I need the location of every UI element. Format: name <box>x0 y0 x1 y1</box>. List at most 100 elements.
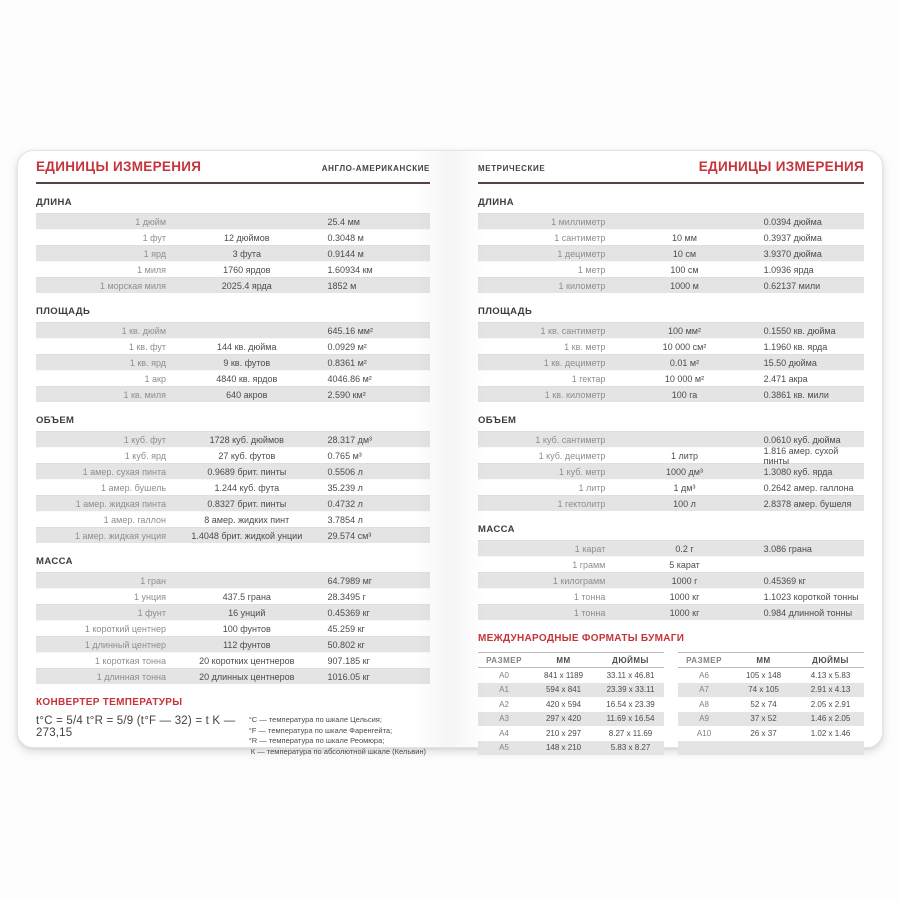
table-cell: 1.1960 кв. ярда <box>763 341 828 352</box>
table-cell: 1 гектолитр <box>557 498 606 509</box>
table-row: 1 килограмм 1000 г 0.45369 кг <box>478 572 864 588</box>
section-length: ДЛИНА 1 миллиметр 0.0394 дюйма 1 сантиметр… <box>478 197 864 293</box>
table-cell: 3.7854 л <box>327 514 363 525</box>
table-cell: A0 <box>499 670 509 680</box>
table-cell: 100 мм² <box>668 325 701 336</box>
page-subtitle: АНГЛО-АМЕРИКАНСКИЕ <box>321 164 430 173</box>
table-row: 1 карат 0.2 г 3.086 грана <box>478 540 864 556</box>
table-row: 1 кв. метр 10 000 см² 1.1960 кв. ярда <box>478 338 864 354</box>
table-row: 1 дюйм 25.4 мм <box>36 213 430 229</box>
table-cell: 144 кв. дюйма <box>217 341 277 352</box>
table-cell: 26 x 37 <box>750 728 777 738</box>
table-row: 1 кв. фут 144 кв. дюйма 0.0929 м² <box>36 338 430 354</box>
table-cell: A4 <box>499 728 509 738</box>
table-cell: 64.7989 мг <box>327 575 373 586</box>
table-cell: 1 миля <box>137 264 167 275</box>
table-cell: 2.05 x 2.91 <box>810 699 851 709</box>
length-table: 1 дюйм 25.4 мм 1 фут 12 дюймов 0.3048 м 1 ярд… <box>36 213 430 293</box>
paper-table-body: A0 841 x 1189 33.11 x 46.81 A1 594 x 841 23.3… <box>478 668 664 755</box>
legend-line: К — температура по абсолютной шкале (Кел… <box>250 746 427 756</box>
table-cell: 1 кв. ярд <box>129 357 167 368</box>
table-cell: 1 кв. дюйм <box>121 325 167 336</box>
table-row: A8 52 x 74 2.05 x 2.91 <box>678 697 864 712</box>
column-header: ММ <box>556 655 571 665</box>
table-cell: 1 длинный центнер <box>84 639 167 650</box>
legend-line: °R — температура по шкале Реомюра; <box>248 736 385 745</box>
table-cell: 2.91 x 4.13 <box>810 685 851 695</box>
left-page: ЕДИНИЦЫ ИЗМЕРЕНИЯ АНГЛО-АМЕРИКАНСКИЕ ДЛИ… <box>18 151 450 756</box>
table-cell: 0.984 длинной тонны <box>763 607 853 618</box>
table-cell: 0.2642 амер. галлона <box>763 482 854 493</box>
table-cell: 0.01 м² <box>669 357 700 368</box>
paper-formats: МЕЖДУНАРОДНЫЕ ФОРМАТЫ БУМАГИ РАЗМЕР ММ Д… <box>478 633 864 755</box>
table-cell: 0.45369 кг <box>327 607 370 618</box>
table-cell: 9 кв. футов <box>223 357 271 368</box>
table-cell: 1 дециметр <box>557 248 606 259</box>
table-row: 1 длинная тонна 20 длинных центнеров 1016.… <box>36 668 430 684</box>
table-cell: 1 кв. дециметр <box>543 357 606 368</box>
table-cell: 437.5 грана <box>222 591 271 602</box>
table-cell: 0.0929 м² <box>327 341 367 352</box>
column-header: РАЗМЕР <box>486 655 522 665</box>
table-cell: 1 тонна <box>573 607 606 618</box>
table-cell: 1 амер. галлон <box>103 514 167 525</box>
table-cell: 1 морская миля <box>99 280 167 291</box>
paper-table-body: A6 105 x 148 4.13 x 5.83 A7 74 x 105 2.91 x 4… <box>678 668 864 755</box>
table-cell: A10 <box>696 728 712 738</box>
table-cell: 1.0936 ярда <box>763 264 814 275</box>
table-cell: 640 акров <box>226 389 268 400</box>
left-page-header: ЕДИНИЦЫ ИЗМЕРЕНИЯ АНГЛО-АМЕРИКАНСКИЕ <box>36 159 430 175</box>
section-title: ПЛОЩАДЬ <box>36 306 91 317</box>
table-cell: 1 тонна <box>573 591 606 602</box>
table-row <box>678 740 864 755</box>
table-cell: 1 метр <box>577 264 606 275</box>
table-row: 1 амер. галлон 8 амер. жидких пинт 3.7854 … <box>36 511 430 527</box>
table-row: A6 105 x 148 4.13 x 5.83 <box>678 668 864 683</box>
table-cell: 0.3048 м <box>327 232 364 243</box>
table-row: 1 амер. жидкая пинта 0.8327 брит. пинты 0.… <box>36 495 430 511</box>
table-row: 1 амер. сухая пинта 0.9689 брит. пинты 0.5… <box>36 463 430 479</box>
table-row: 1 морская миля 2025.4 ярда 1852 м <box>36 277 430 293</box>
table-cell: 0.2 г <box>675 543 694 554</box>
table-cell: 1 амер. жидкая пинта <box>75 498 167 509</box>
section-volume: ОБЪЕМ 1 куб. сантиметр 0.0610 куб. дюйма 1… <box>478 415 864 511</box>
section-title: ДЛИНА <box>36 197 72 208</box>
paper-table-a6-a10: РАЗМЕР ММ ДЮЙМЫ A6 105 x 148 4.13 x 5.83 A7… <box>678 652 864 755</box>
table-row: 1 тонна 1000 кг 1.1023 короткой тонны <box>478 588 864 604</box>
page-title: ЕДИНИЦЫ ИЗМЕРЕНИЯ <box>36 159 202 174</box>
table-row: A4 210 x 297 8.27 x 11.69 <box>478 726 664 741</box>
volume-table: 1 куб. сантиметр 0.0610 куб. дюйма 1 куб. … <box>478 431 864 511</box>
table-row: 1 кв. дециметр 0.01 м² 15.50 дюйма <box>478 354 864 370</box>
table-cell: 4046.86 м² <box>327 373 372 384</box>
table-cell: A6 <box>699 670 709 680</box>
table-cell: 1 гектар <box>571 373 606 384</box>
table-row: 1 ярд 3 фута 0.9144 м <box>36 245 430 261</box>
table-cell: 52 x 74 <box>750 699 777 709</box>
table-row: 1 унция 437.5 грана 28.3495 г <box>36 588 430 604</box>
table-cell: 0.5506 л <box>327 466 363 477</box>
table-cell: 10 000 м² <box>664 373 705 384</box>
page-title: ЕДИНИЦЫ ИЗМЕРЕНИЯ <box>698 159 864 174</box>
table-cell: 74 x 105 <box>748 685 779 695</box>
table-row: 1 кв. ярд 9 кв. футов 0.8361 м² <box>36 354 430 370</box>
table-row: 1 акр 4840 кв. ярдов 4046.86 м² <box>36 370 430 386</box>
section-title: МАССА <box>36 556 73 567</box>
table-cell: 28.3495 г <box>327 591 366 602</box>
table-cell: 25.4 мм <box>327 216 360 227</box>
table-row: 1 фут 12 дюймов 0.3048 м <box>36 229 430 245</box>
section-area: ПЛОЩАДЬ 1 кв. сантиметр 100 мм² 0.1550 кв.… <box>478 306 864 402</box>
table-cell: 0.0394 дюйма <box>763 216 822 227</box>
area-table: 1 кв. дюйм 645.16 мм² 1 кв. фут 144 кв. дюй… <box>36 322 430 402</box>
table-cell: 0.0610 куб. дюйма <box>763 434 841 445</box>
table-cell: 1 сантиметр <box>554 232 606 243</box>
legend-line: °C — температура по шкале Цельсия; <box>248 715 382 724</box>
table-cell: 2.8378 амер. бушеля <box>763 498 852 509</box>
table-cell: 1000 г <box>671 575 698 586</box>
table-cell: 8 амер. жидких пинт <box>204 514 290 525</box>
section-title: ОБЪЕМ <box>36 415 75 426</box>
table-row: 1 километр 1000 м 0.62137 мили <box>478 277 864 293</box>
page-subtitle: МЕТРИЧЕСКИЕ <box>478 164 546 173</box>
table-cell: 1 карат <box>574 543 606 554</box>
table-row: A7 74 x 105 2.91 x 4.13 <box>678 682 864 697</box>
table-row: 1 куб. сантиметр 0.0610 куб. дюйма <box>478 431 864 447</box>
